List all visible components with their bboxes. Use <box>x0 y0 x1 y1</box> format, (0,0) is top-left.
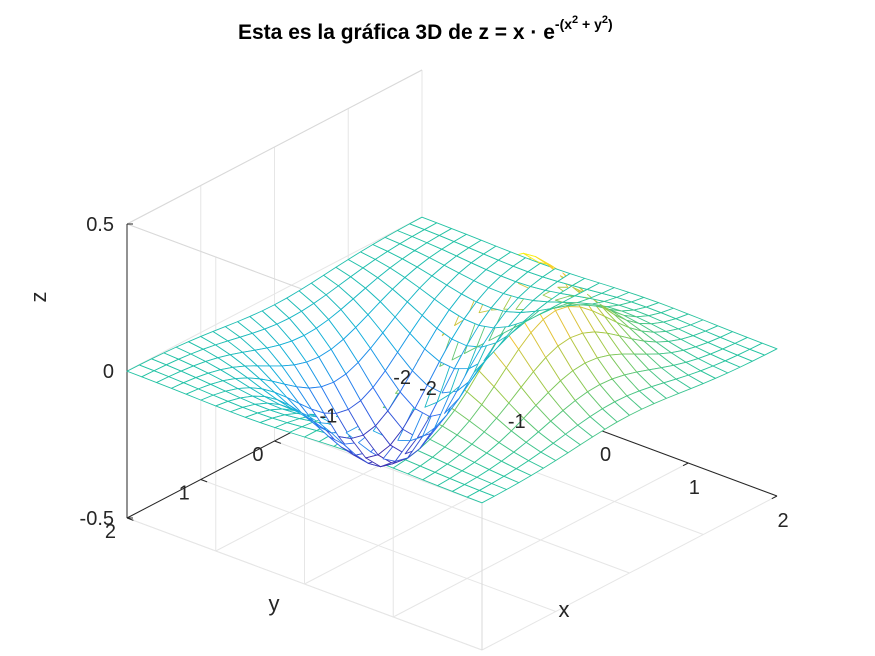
y-tick-label: 1 <box>179 483 190 505</box>
z-axis-label: z <box>26 292 51 303</box>
chart-title: Esta es la gráfica 3D de z = x · e-(x2 +… <box>238 14 613 44</box>
x-tick-label: 1 <box>689 477 700 499</box>
y-tick-label: 0 <box>252 444 263 466</box>
x-tick-label: 2 <box>777 510 788 532</box>
x-axis-label: x <box>559 597 570 622</box>
box-edge <box>126 69 423 225</box>
wall-grid-line <box>126 517 483 651</box>
x-tick-mark <box>682 462 689 467</box>
x-tick-label: -1 <box>508 411 526 433</box>
y-tick-label: -1 <box>320 406 338 428</box>
surface-mesh <box>126 216 778 504</box>
y-axis-label: y <box>269 591 280 616</box>
mesh-cell <box>749 342 778 356</box>
x-tick-label: 0 <box>600 444 611 466</box>
z-tick-label: -0.5 <box>80 508 114 530</box>
z-tick-label: 0 <box>103 361 114 383</box>
floor-grid-line <box>274 440 630 574</box>
y-tick-mark <box>274 440 282 444</box>
y-tick-label: -2 <box>393 367 411 389</box>
y-tick-mark <box>200 479 208 483</box>
y-tick-label: 2 <box>105 521 116 543</box>
z-tick-label: 0.5 <box>86 214 114 236</box>
x-tick-label: -2 <box>419 378 437 400</box>
wall-grid-line <box>126 216 423 372</box>
x-tick-mark <box>771 495 778 500</box>
floor-grid-line <box>200 479 556 612</box>
